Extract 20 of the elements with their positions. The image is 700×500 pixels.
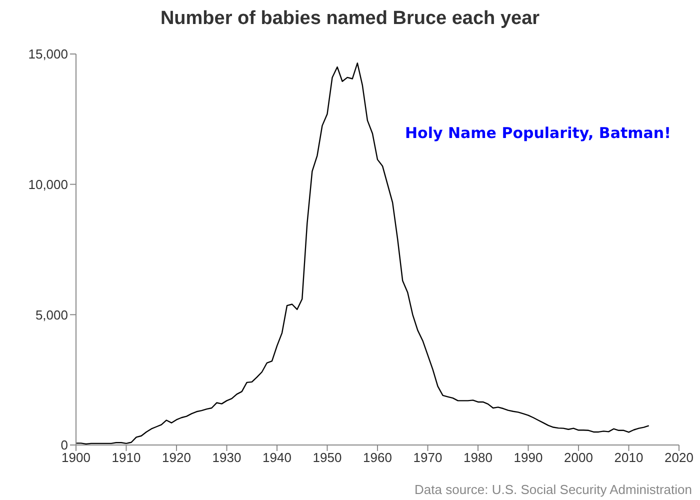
y-tick-label: 0 [60,438,68,453]
x-tick-label: 1980 [464,450,492,466]
chart-title: Number of babies named Bruce each year [159,8,541,30]
x-tick-label: 2020 [664,450,694,466]
x-tick-label: 1900 [62,450,90,466]
y-tick-label: 15,000 [28,46,68,62]
x-tick-label: 2010 [614,450,644,466]
x-tick-label: 1970 [413,450,442,466]
x-tick-label: 1920 [162,450,191,466]
x-tick-label: 1950 [312,450,342,466]
x-tick-label: 1990 [514,450,543,466]
x-tick-label: 2000 [564,450,593,466]
x-tick-label: 1910 [112,450,141,466]
x-tick-label: 1930 [212,450,242,466]
annotation: Holy Name Popularity, Batman! [405,124,671,142]
source-note: Data source: U.S. Social Security Administration [414,482,692,497]
y-tick-label: 5,000 [35,307,68,322]
x-tick-label: 1960 [363,450,392,466]
y-tick-label: 10,000 [28,176,68,192]
x-tick-label: 1940 [262,450,292,466]
